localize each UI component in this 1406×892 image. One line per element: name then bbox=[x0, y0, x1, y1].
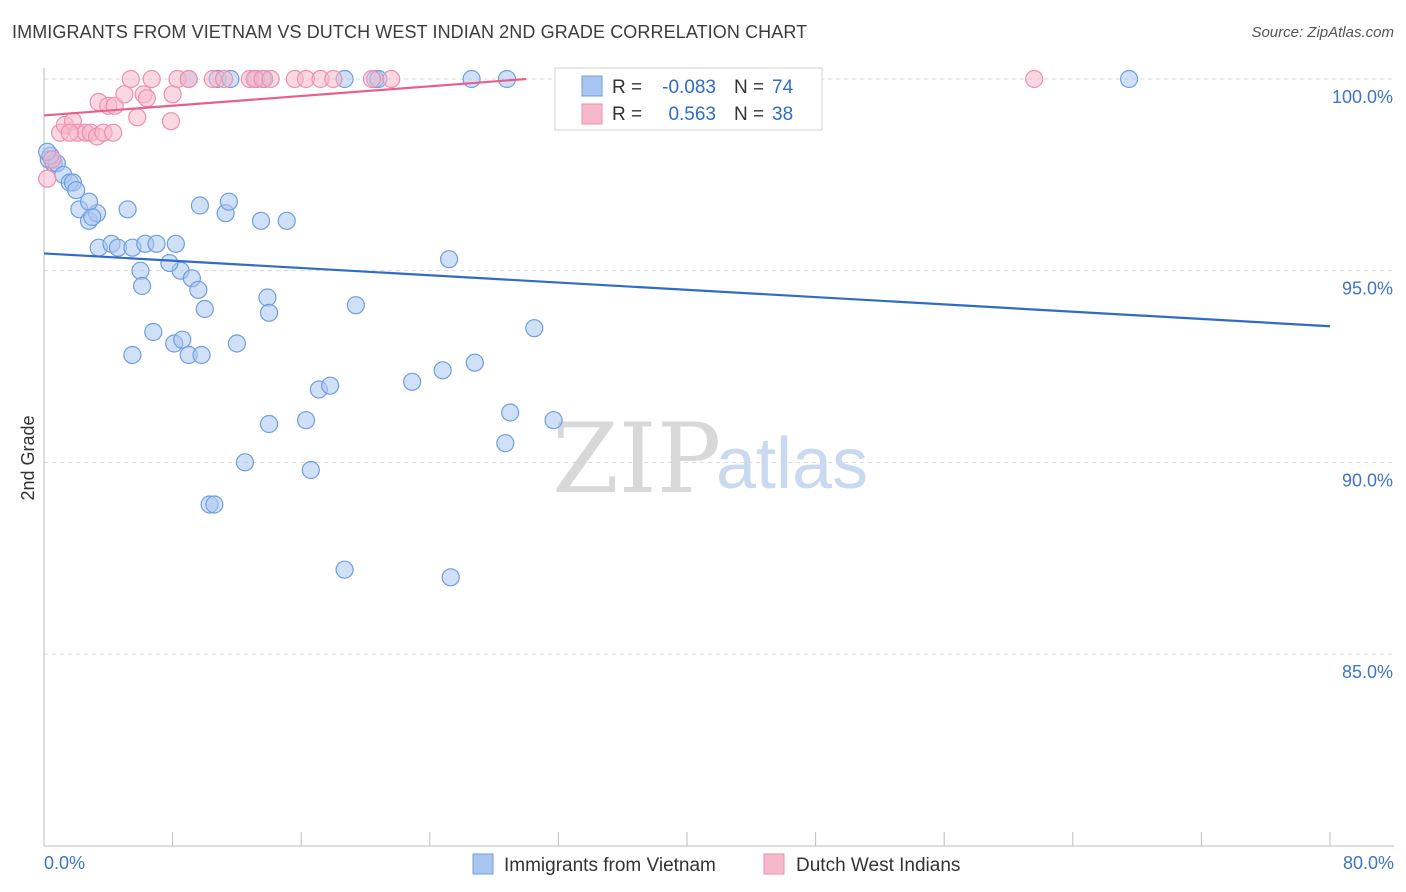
legend-r-value-2: 0.563 bbox=[668, 104, 716, 125]
legend-n-value-2: 38 bbox=[772, 104, 793, 125]
dutch-west-indians-point bbox=[179, 69, 198, 89]
y-tick-label: 95.0% bbox=[1342, 279, 1393, 299]
vietnam-point bbox=[67, 181, 86, 200]
vietnam-point bbox=[301, 460, 320, 480]
dutch-west-indians-point bbox=[60, 123, 79, 142]
y-tick-label: 85.0% bbox=[1342, 662, 1393, 682]
vietnam-point bbox=[296, 411, 316, 430]
watermark-atlas: atlas bbox=[716, 424, 868, 504]
y-axis-label: 2nd Grade bbox=[18, 415, 38, 500]
vietnam-point bbox=[403, 372, 422, 391]
vietnam-point bbox=[235, 453, 255, 472]
y-tick-label: 90.0% bbox=[1342, 470, 1393, 490]
vietnam-point bbox=[259, 414, 279, 434]
vietnam-point bbox=[227, 334, 246, 353]
grid-lines bbox=[44, 78, 1394, 655]
vietnam-point bbox=[335, 560, 354, 579]
dutch-west-indians-point bbox=[214, 69, 234, 89]
vietnam-point bbox=[441, 568, 460, 587]
vietnam-point bbox=[219, 192, 238, 211]
dutch-west-indians-point bbox=[324, 69, 343, 89]
dutch-west-indians-trend-line bbox=[43, 77, 527, 117]
vietnam-trend-line bbox=[43, 252, 1331, 328]
correlation-legend: R = -0.083 N = 74 R = 0.563 N = 38 bbox=[554, 67, 823, 131]
watermark: ZIP atlas bbox=[552, 403, 868, 515]
dutch-west-indians-point bbox=[163, 85, 182, 104]
x-tick-label-min: 0.0% bbox=[44, 853, 85, 873]
series-dutch-west-indians-points bbox=[38, 69, 1044, 188]
vietnam-point bbox=[439, 250, 459, 269]
vietnam-point bbox=[189, 280, 208, 299]
vietnam-point bbox=[147, 234, 166, 253]
vietnam-point bbox=[83, 207, 102, 227]
vietnam-point bbox=[259, 303, 279, 322]
series-legend: Immigrants from Vietnam Dutch West India… bbox=[472, 853, 960, 876]
vietnam-point bbox=[462, 69, 481, 89]
dutch-west-indians-point bbox=[115, 85, 134, 104]
vietnam-point bbox=[118, 200, 137, 219]
series-legend-label-vietnam: Immigrants from Vietnam bbox=[504, 855, 716, 876]
vietnam-point bbox=[195, 299, 214, 319]
dutch-west-indians-point bbox=[362, 69, 382, 89]
dutch-west-indians-point bbox=[382, 69, 401, 89]
legend-r-value-1: -0.083 bbox=[662, 77, 716, 98]
legend-r-label-2: R = bbox=[612, 104, 642, 125]
legend-swatch-pink bbox=[581, 103, 603, 125]
vietnam-point bbox=[166, 234, 185, 253]
vietnam-point bbox=[144, 322, 163, 342]
y-axis-tick-labels: 85.0% 90.0% 95.0% 100.0% bbox=[1332, 87, 1393, 682]
vietnam-point bbox=[321, 376, 340, 395]
series-legend-label-dutch-west-indians: Dutch West Indians bbox=[796, 855, 960, 876]
vietnam-point bbox=[544, 411, 563, 430]
dutch-west-indians-point bbox=[261, 69, 280, 89]
dutch-west-indians-point bbox=[38, 169, 57, 188]
dutch-west-indians-point bbox=[137, 89, 156, 108]
legend-r-label-1: R = bbox=[612, 77, 642, 98]
vietnam-point bbox=[123, 345, 142, 365]
vietnam-point bbox=[433, 361, 452, 380]
dutch-west-indians-point bbox=[42, 150, 62, 169]
vietnam-point bbox=[258, 288, 277, 307]
vietnam-point bbox=[1119, 69, 1139, 89]
vietnam-point bbox=[465, 353, 484, 372]
vietnam-point bbox=[205, 495, 224, 514]
vietnam-point bbox=[79, 192, 99, 211]
series-legend-swatch-vietnam bbox=[472, 853, 494, 875]
dutch-west-indians-point bbox=[1025, 69, 1044, 89]
vietnam-point bbox=[192, 345, 211, 365]
dutch-west-indians-point bbox=[128, 108, 147, 127]
dutch-west-indians-point bbox=[121, 69, 140, 89]
vietnam-point bbox=[346, 296, 365, 315]
x-tick-label-max: 80.0% bbox=[1343, 853, 1394, 873]
legend-swatch-blue bbox=[581, 75, 603, 97]
vietnam-point bbox=[496, 434, 515, 453]
chart-title: IMMIGRANTS FROM VIETNAM VS DUTCH WEST IN… bbox=[12, 22, 808, 42]
watermark-zip: ZIP bbox=[552, 403, 721, 515]
vietnam-point bbox=[173, 330, 192, 349]
vietnam-point bbox=[525, 319, 544, 338]
y-tick-label: 100.0% bbox=[1332, 87, 1393, 107]
dutch-west-indians-point bbox=[142, 69, 161, 89]
vietnam-point bbox=[251, 211, 271, 230]
dutch-west-indians-point bbox=[104, 123, 123, 142]
source-credit: Source: ZipAtlas.com bbox=[1251, 24, 1394, 41]
axes bbox=[43, 68, 1394, 847]
vietnam-point bbox=[132, 276, 152, 296]
vietnam-point bbox=[190, 196, 210, 215]
vietnam-point bbox=[131, 261, 150, 280]
vietnam-point bbox=[160, 253, 179, 273]
x-axis-ticks bbox=[43, 832, 1331, 846]
dutch-west-indians-point bbox=[161, 112, 181, 131]
vietnam-point bbox=[501, 403, 520, 422]
legend-n-value-1: 74 bbox=[772, 77, 794, 98]
trend-lines bbox=[43, 77, 1331, 328]
series-legend-swatch-dutch-west-indians bbox=[763, 853, 785, 875]
vietnam-point bbox=[277, 211, 296, 230]
legend-n-label-1: N = bbox=[734, 77, 764, 98]
legend-n-label-2: N = bbox=[734, 104, 764, 125]
